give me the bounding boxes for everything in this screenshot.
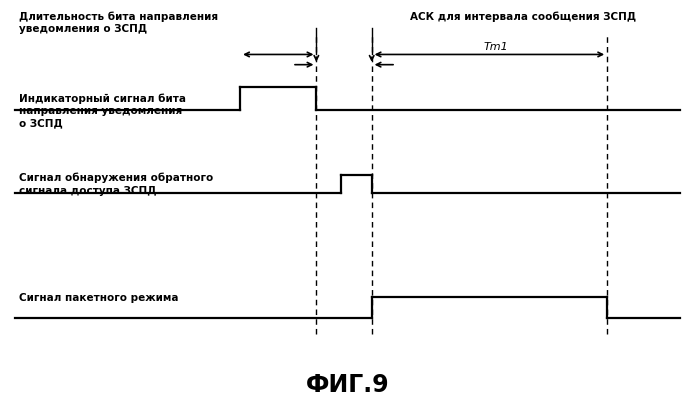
Text: Индикаторный сигнал бита
направления уведомления
о ЗСПД: Индикаторный сигнал бита направления уве… bbox=[19, 93, 186, 129]
Text: АСК для интервала сообщения ЗСПД: АСК для интервала сообщения ЗСПД bbox=[410, 12, 636, 22]
Text: ФИГ.9: ФИГ.9 bbox=[305, 373, 389, 397]
Text: Сигнал пакетного режима: Сигнал пакетного режима bbox=[19, 293, 178, 303]
Text: Длительность бита направления
уведомления о ЗСПД: Длительность бита направления уведомлени… bbox=[19, 12, 218, 35]
Text: Сигнал обнаружения обратного
сигнала доступа ЗСПД: Сигнал обнаружения обратного сигнала дос… bbox=[19, 173, 213, 196]
Text: Tm1: Tm1 bbox=[484, 42, 509, 53]
